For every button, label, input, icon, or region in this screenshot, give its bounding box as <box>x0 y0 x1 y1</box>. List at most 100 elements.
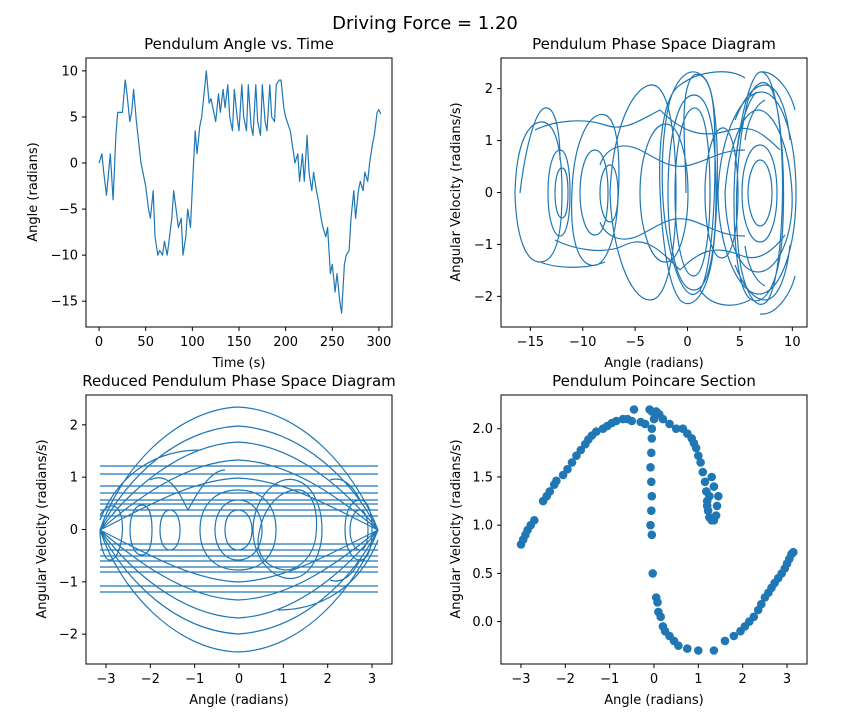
x-tick-label: 2 <box>324 672 332 687</box>
panel-3-title: Reduced Pendulum Phase Space Diagram <box>82 372 396 390</box>
panel-angle-vs-time: Pendulum Angle vs. Time 0 50 100 150 200 250 3… <box>26 35 393 371</box>
y-tick-label: 0.0 <box>472 615 493 630</box>
poincare-point <box>612 416 621 426</box>
panel-1-xlabel: Time (s) <box>212 356 266 371</box>
x-tick-label: 1 <box>694 672 702 687</box>
panel-3-axes-frame <box>85 394 393 665</box>
y-tick-label: −2 <box>474 290 493 305</box>
poincare-point <box>749 612 759 622</box>
reduced-phase-space-trajectory <box>99 406 379 653</box>
y-tick-label: 0 <box>70 523 78 538</box>
poincare-point <box>576 445 586 455</box>
x-tick-label: 1 <box>279 672 287 687</box>
poincare-point <box>647 530 657 540</box>
y-tick-label: 0 <box>70 157 78 172</box>
poincare-point <box>691 443 701 453</box>
poincare-point <box>545 487 555 496</box>
poincare-point <box>653 598 662 607</box>
y-tick-label: 5 <box>70 110 78 125</box>
x-tick-label: 200 <box>273 335 298 350</box>
poincare-point <box>712 501 722 511</box>
panel-3-xlabel: Angle (radians) <box>189 693 288 708</box>
poincare-point <box>700 477 710 487</box>
poincare-point <box>656 612 665 622</box>
poincare-point <box>665 419 674 429</box>
poincare-point <box>702 501 712 511</box>
y-tick-label: −1 <box>59 575 78 590</box>
x-tick-label: 250 <box>320 335 345 350</box>
y-tick-label: −5 <box>59 203 78 218</box>
poincare-point <box>709 646 719 655</box>
y-tick-label: 0.5 <box>472 567 493 582</box>
panel-4-xlabel: Angle (radians) <box>604 693 703 708</box>
x-tick-label: −1 <box>185 672 204 687</box>
x-tick-label: 300 <box>367 335 392 350</box>
x-tick-label: 5 <box>736 335 744 350</box>
poincare-point <box>647 477 656 487</box>
poincare-point <box>714 491 723 501</box>
poincare-point <box>789 547 798 557</box>
panel-2-xlabel: Angle (radians) <box>604 356 703 371</box>
y-tick-label: 1.5 <box>472 470 493 485</box>
y-tick-label: −15 <box>51 295 78 310</box>
poincare-point <box>757 599 766 609</box>
poincare-point <box>707 472 716 482</box>
poincare-point <box>530 516 539 525</box>
x-tick-label: 0 <box>95 335 103 350</box>
poincare-point <box>647 448 656 458</box>
poincare-point <box>592 427 601 436</box>
x-tick-label: 100 <box>180 335 205 350</box>
x-tick-label: −15 <box>517 335 544 350</box>
panel-1-title: Pendulum Angle vs. Time <box>144 35 334 53</box>
y-tick-label: 2 <box>485 82 493 97</box>
panel-2-ylabel: Angular Velocity (radians/s) <box>449 102 464 281</box>
x-tick-label: −1 <box>600 672 619 687</box>
panel-reduced-phase-space: Reduced Pendulum Phase Space Diagram −3 −… <box>35 372 396 708</box>
y-tick-label: −1 <box>474 238 493 253</box>
x-tick-label: 0 <box>650 672 658 687</box>
poincare-point <box>648 569 657 578</box>
x-tick-label: −2 <box>556 672 575 687</box>
x-tick-label: −3 <box>511 672 530 687</box>
panel-poincare-section: Pendulum Poincare Section −3 −2 −1 0 1 2 3 0.0 0… <box>449 372 808 708</box>
x-tick-label: 150 <box>227 335 252 350</box>
poincare-point <box>647 506 656 515</box>
x-tick-label: 0 <box>235 672 243 687</box>
poincare-point <box>696 458 705 467</box>
panel-3-ylabel: Angular Velocity (radians/s) <box>35 439 50 618</box>
poincare-point <box>694 646 703 655</box>
phase-space-trajectory <box>514 71 797 315</box>
y-tick-label: 0 <box>485 186 493 201</box>
poincare-point <box>647 424 657 434</box>
panel-1-axes-frame <box>85 57 393 328</box>
y-tick-label: 1 <box>70 471 78 486</box>
poincare-point <box>647 434 657 443</box>
panel-4-title: Pendulum Poincare Section <box>552 372 756 390</box>
x-tick-label: 2 <box>739 672 747 687</box>
poincare-point <box>671 424 681 434</box>
poincare-point <box>563 464 572 474</box>
panel-2-title: Pendulum Phase Space Diagram <box>532 35 776 53</box>
panel-4-ylabel: Angular Velocity (radians/s) <box>449 439 464 618</box>
x-tick-label: −3 <box>96 672 115 687</box>
poincare-point <box>646 520 655 530</box>
panel-phase-space: Pendulum Phase Space Diagram −15 −10 −5 0 5 1… <box>449 35 808 371</box>
poincare-point <box>646 463 655 472</box>
x-tick-label: −10 <box>569 335 596 350</box>
poincare-point <box>658 414 668 424</box>
y-tick-label: 1.0 <box>472 519 493 534</box>
panel-2-axes-frame <box>500 57 808 328</box>
y-tick-label: −2 <box>59 628 78 643</box>
poincare-point <box>711 511 721 520</box>
y-tick-label: −10 <box>51 249 78 264</box>
poincare-point <box>720 636 730 646</box>
poincare-point <box>694 451 703 461</box>
poincare-point <box>683 644 692 653</box>
x-tick-label: −5 <box>626 335 645 350</box>
x-tick-label: 10 <box>784 335 801 350</box>
poincare-point <box>709 482 719 491</box>
poincare-point <box>627 416 637 426</box>
poincare-point <box>647 491 657 501</box>
poincare-point <box>698 467 708 477</box>
